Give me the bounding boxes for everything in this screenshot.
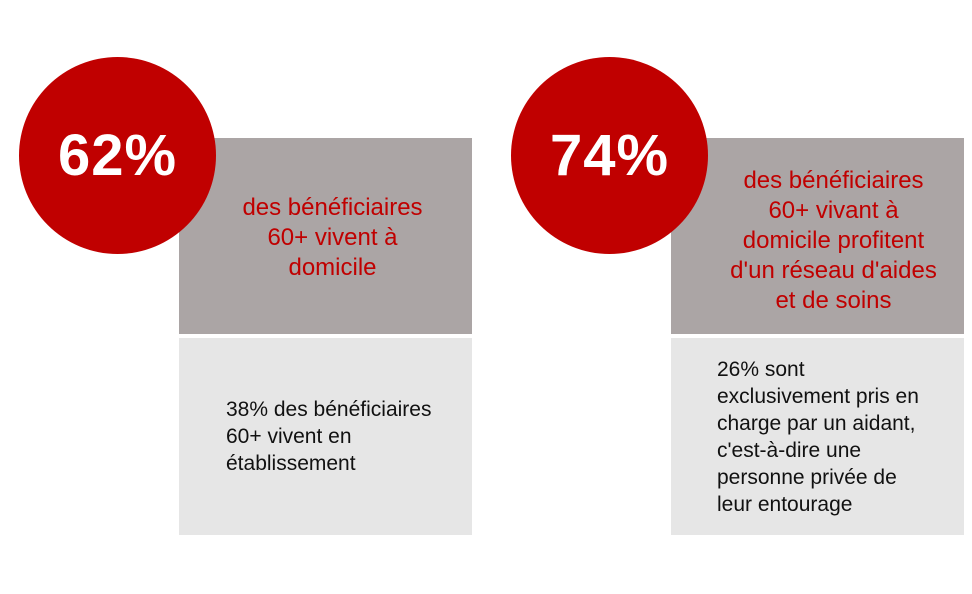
detail-line: 38% des bénéficiaires (226, 398, 432, 421)
headline-text: des bénéficiaires 60+ vivant à domicile … (730, 156, 937, 316)
percent-circle: 62% (19, 57, 216, 254)
percent-value: 74% (549, 123, 670, 188)
headline-line: d'un réseau d'aides (730, 257, 937, 284)
percent-circle: 74% (511, 57, 708, 254)
detail-line: exclusivement pris en (717, 384, 919, 408)
percent-value: 62% (57, 123, 178, 188)
detail-box: 26% sont exclusivement pris en charge pa… (671, 338, 964, 535)
detail-box: 38% des bénéficiaires 60+ vivent en étab… (179, 338, 472, 535)
detail-line: charge par un aidant, (717, 411, 916, 435)
detail-line: établissement (226, 452, 356, 475)
detail-text: 38% des bénéficiaires 60+ vivent en étab… (226, 396, 431, 477)
headline-line: 60+ vivent à (267, 224, 398, 251)
headline-line: des bénéficiaires (743, 167, 924, 194)
detail-text: 26% sont exclusivement pris en charge pa… (717, 356, 919, 518)
detail-line: 60+ vivent en (226, 425, 352, 448)
headline-text: des bénéficiaires 60+ vivent à domicile (242, 189, 422, 283)
detail-line: personne privée de (717, 465, 897, 489)
headline-line: et de soins (775, 287, 892, 314)
headline-line: 60+ vivant à (768, 197, 899, 224)
detail-line: c'est-à-dire une (717, 438, 862, 462)
headline-line: des bénéficiaires (242, 194, 423, 221)
headline-line: domicile profitent (742, 227, 925, 254)
detail-line: 26% sont (717, 357, 805, 381)
headline-box: des bénéficiaires 60+ vivent à domicile (179, 138, 472, 334)
detail-line: leur entourage (717, 492, 853, 516)
headline-line: domicile (288, 254, 377, 281)
headline-box: des bénéficiaires 60+ vivant à domicile … (671, 138, 964, 334)
